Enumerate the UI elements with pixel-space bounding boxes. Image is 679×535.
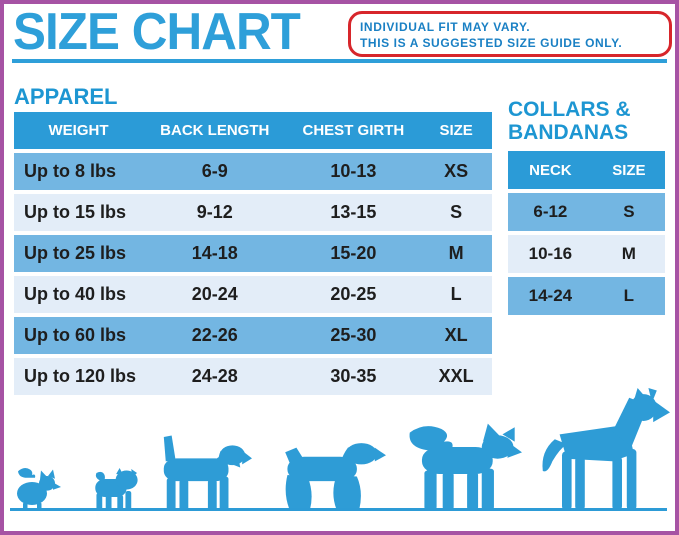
apparel-size-table: WEIGHT BACK LENGTH CHEST GIRTH SIZE Up t… xyxy=(14,112,492,395)
apparel-heading: APPAREL xyxy=(14,84,118,109)
table-row: Up to 40 lbs 20-24 20-25 L xyxy=(14,276,492,313)
cell-chest-girth: 25-30 xyxy=(330,325,377,345)
cell-size: XL xyxy=(444,325,468,345)
cell-size: M xyxy=(621,244,636,263)
collars-heading-line-1: COLLARS & xyxy=(508,98,631,121)
column-header-back-length: BACK LENGTH xyxy=(160,122,270,139)
table-row: 14-24 L xyxy=(508,277,665,315)
cell-size: M xyxy=(448,243,464,263)
cell-back-length: 14-18 xyxy=(191,243,238,263)
cell-chest-girth: 13-15 xyxy=(330,202,377,222)
collars-size-table: NECK SIZE 6-12 S 10-16 M 14-24 L xyxy=(508,151,665,315)
pug-silhouette-icon xyxy=(86,460,144,510)
great-dane-silhouette-icon xyxy=(538,388,670,510)
cell-weight: Up to 40 lbs xyxy=(24,284,127,304)
cell-neck: 6-12 xyxy=(533,202,568,221)
title-underline xyxy=(12,59,667,63)
beagle-silhouette-icon xyxy=(154,434,252,510)
column-header-weight: WEIGHT xyxy=(48,122,109,139)
cocker-spaniel-silhouette-icon xyxy=(274,434,386,510)
column-header-chest-girth: CHEST GIRTH xyxy=(302,122,405,139)
table-row: Up to 8 lbs 6-9 10-13 XS xyxy=(14,153,492,190)
cell-back-length: 22-26 xyxy=(191,325,238,345)
cell-size: S xyxy=(450,202,463,222)
table-row: 10-16 M xyxy=(508,235,665,273)
cell-chest-girth: 20-25 xyxy=(330,284,377,304)
cell-size: L xyxy=(450,284,462,304)
cell-back-length: 20-24 xyxy=(191,284,238,304)
cell-size: XS xyxy=(444,161,469,181)
disclaimer-line-2: THIS IS A SUGGESTED SIZE GUIDE ONLY. xyxy=(360,36,623,50)
cell-chest-girth: 30-35 xyxy=(330,366,377,386)
pomeranian-silhouette-icon xyxy=(12,464,62,510)
collars-bandanas-heading: COLLARS & BANDANAS xyxy=(508,98,631,144)
cell-neck: 10-16 xyxy=(528,244,573,263)
apparel-table-header: WEIGHT BACK LENGTH CHEST GIRTH SIZE xyxy=(14,112,492,149)
cell-weight: Up to 8 lbs xyxy=(24,161,117,181)
cell-chest-girth: 10-13 xyxy=(330,161,377,181)
table-row: Up to 25 lbs 14-18 15-20 M xyxy=(14,235,492,272)
cell-neck: 14-24 xyxy=(528,286,573,305)
cell-weight: Up to 60 lbs xyxy=(24,325,127,345)
collars-table-header: NECK SIZE xyxy=(508,151,665,189)
cell-back-length: 9-12 xyxy=(196,202,233,222)
table-row: Up to 60 lbs 22-26 25-30 XL xyxy=(14,317,492,354)
column-header-neck: NECK xyxy=(529,161,572,179)
table-row: Up to 120 lbs 24-28 30-35 XXL xyxy=(14,358,492,395)
disclaimer-line-1: INDIVIDUAL FIT MAY VARY. xyxy=(360,20,531,34)
cell-size: L xyxy=(623,286,635,305)
dogs-baseline xyxy=(10,508,667,511)
cell-weight: Up to 25 lbs xyxy=(24,243,127,263)
cell-back-length: 6-9 xyxy=(201,161,228,181)
table-row: 6-12 S xyxy=(508,193,665,231)
cell-size: XXL xyxy=(438,366,474,386)
cell-size: S xyxy=(623,202,635,221)
table-row: Up to 15 lbs 9-12 13-15 S xyxy=(14,194,492,231)
disclaimer-box: INDIVIDUAL FIT MAY VARY. THIS IS A SUGGE… xyxy=(348,11,672,57)
column-header-size: SIZE xyxy=(612,161,646,179)
husky-silhouette-icon xyxy=(400,420,522,510)
cell-weight: Up to 15 lbs xyxy=(24,202,127,222)
cell-back-length: 24-28 xyxy=(191,366,238,386)
page-title: SIZE CHART xyxy=(13,3,301,61)
column-header-size: SIZE xyxy=(439,122,473,139)
cell-weight: Up to 120 lbs xyxy=(24,366,137,386)
collars-heading-line-2: BANDANAS xyxy=(508,121,629,144)
cell-chest-girth: 15-20 xyxy=(330,243,377,263)
